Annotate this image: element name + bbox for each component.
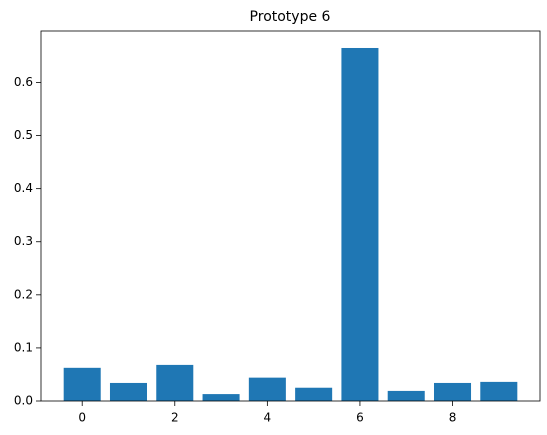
bar — [341, 47, 379, 401]
bar — [202, 394, 240, 401]
x-tick-label: 0 — [78, 411, 86, 425]
y-tick-label: 0.6 — [14, 75, 33, 89]
bar — [387, 390, 425, 401]
plot-frame — [40, 30, 541, 402]
y-tick-label: 0.0 — [14, 394, 33, 408]
bar — [433, 382, 472, 401]
y-tick-label: 0.5 — [14, 128, 33, 142]
x-tick-label: 2 — [171, 411, 179, 425]
x-tick-label: 4 — [264, 411, 272, 425]
bar — [63, 367, 101, 401]
bar — [156, 364, 194, 401]
y-tick-label: 0.3 — [14, 234, 33, 248]
x-tick-label: 8 — [449, 411, 457, 425]
bar — [248, 377, 286, 401]
y-tick-label: 0.1 — [14, 340, 33, 354]
bar — [295, 387, 333, 401]
bar — [480, 381, 518, 401]
bar — [109, 382, 148, 401]
x-tick-label: 6 — [356, 411, 364, 425]
y-tick-label: 0.4 — [14, 181, 33, 195]
chart-title: Prototype 6 — [250, 9, 331, 25]
y-tick-label: 0.2 — [14, 287, 33, 301]
